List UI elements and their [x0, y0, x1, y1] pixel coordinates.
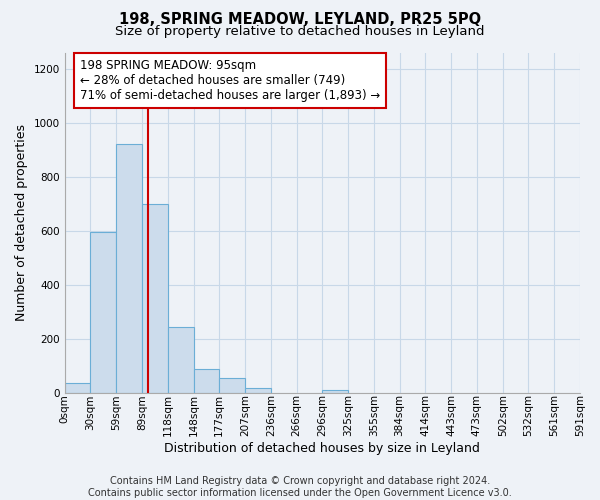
Bar: [65, 384, 91, 393]
X-axis label: Distribution of detached houses by size in Leyland: Distribution of detached houses by size …: [164, 442, 480, 455]
Bar: [245, 388, 271, 393]
Text: Size of property relative to detached houses in Leyland: Size of property relative to detached ho…: [115, 25, 485, 38]
Y-axis label: Number of detached properties: Number of detached properties: [15, 124, 28, 321]
Bar: [116, 144, 142, 393]
Bar: [168, 326, 193, 393]
Bar: [91, 232, 116, 393]
Text: Contains HM Land Registry data © Crown copyright and database right 2024.
Contai: Contains HM Land Registry data © Crown c…: [88, 476, 512, 498]
Bar: [142, 204, 168, 393]
Bar: [219, 378, 245, 393]
Text: 198 SPRING MEADOW: 95sqm
← 28% of detached houses are smaller (749)
71% of semi-: 198 SPRING MEADOW: 95sqm ← 28% of detach…: [80, 60, 380, 102]
Bar: [193, 368, 219, 393]
Text: 198, SPRING MEADOW, LEYLAND, PR25 5PQ: 198, SPRING MEADOW, LEYLAND, PR25 5PQ: [119, 12, 481, 28]
Bar: [322, 390, 348, 393]
